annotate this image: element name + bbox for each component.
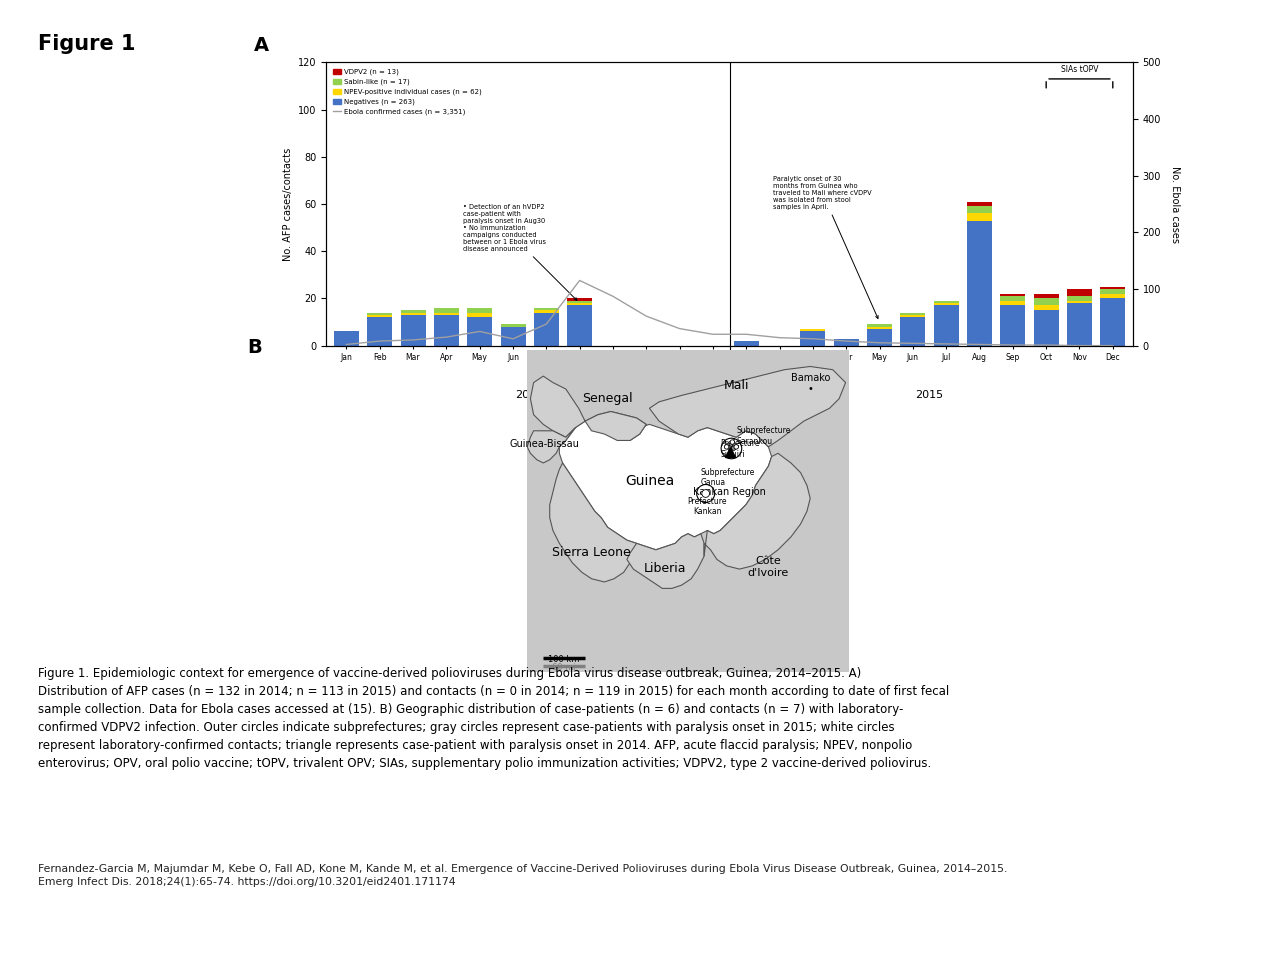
Text: Bamako
•: Bamako • xyxy=(791,372,829,395)
Circle shape xyxy=(701,490,709,497)
Bar xyxy=(1068,303,1092,346)
Polygon shape xyxy=(549,463,636,582)
Bar xyxy=(1034,294,1059,299)
Text: Paralytic onset of 30
months from Guinea who
traveled to Mali where cVDPV
was is: Paralytic onset of 30 months from Guinea… xyxy=(773,176,878,319)
Circle shape xyxy=(733,444,739,449)
Text: Sierra Leone: Sierra Leone xyxy=(552,546,631,560)
Polygon shape xyxy=(530,376,646,441)
Bar xyxy=(1068,289,1092,296)
Text: Senegal: Senegal xyxy=(582,392,632,405)
Bar xyxy=(867,326,892,329)
Text: Mali: Mali xyxy=(723,379,749,392)
Text: Figure 1. Epidemiologic context for emergence of vaccine-derived polioviruses du: Figure 1. Epidemiologic context for emer… xyxy=(38,667,950,770)
Text: Figure 1: Figure 1 xyxy=(38,34,136,54)
Y-axis label: No. AFP cases/contacts: No. AFP cases/contacts xyxy=(283,148,293,260)
Text: 2015: 2015 xyxy=(915,390,943,399)
Bar xyxy=(567,299,593,300)
Polygon shape xyxy=(527,427,576,463)
Bar xyxy=(733,341,759,346)
Bar xyxy=(467,317,493,346)
Bar xyxy=(1101,289,1125,294)
Bar xyxy=(867,324,892,326)
Polygon shape xyxy=(649,367,846,447)
Text: Guinea: Guinea xyxy=(625,474,675,489)
Text: Subprefecture
Ganua: Subprefecture Ganua xyxy=(701,468,755,488)
Bar xyxy=(434,308,458,313)
Bar xyxy=(1034,299,1059,305)
Bar xyxy=(534,313,559,346)
Bar xyxy=(867,329,892,346)
Text: Fernandez-Garcia M, Majumdar M, Kebe O, Fall AD, Kone M, Kande M, et al. Emergen: Fernandez-Garcia M, Majumdar M, Kebe O, … xyxy=(38,864,1007,887)
Text: Prefecture
Siguiri: Prefecture Siguiri xyxy=(721,439,759,459)
Bar xyxy=(401,313,425,315)
Bar xyxy=(1001,296,1025,300)
Text: B: B xyxy=(247,338,262,357)
Bar xyxy=(401,310,425,313)
Bar xyxy=(966,202,992,206)
Bar xyxy=(500,324,526,326)
Bar xyxy=(933,303,959,305)
Bar xyxy=(1001,300,1025,305)
Bar xyxy=(567,300,593,303)
Bar xyxy=(567,303,593,305)
Text: Subprefecture
Sarankou: Subprefecture Sarankou xyxy=(736,426,791,445)
Circle shape xyxy=(730,440,735,444)
Polygon shape xyxy=(627,534,704,588)
Circle shape xyxy=(730,442,733,446)
Bar xyxy=(900,317,925,346)
Bar xyxy=(933,300,959,303)
Bar xyxy=(1101,294,1125,299)
Bar xyxy=(900,313,925,315)
Bar xyxy=(1034,310,1059,346)
Bar xyxy=(334,331,358,346)
Bar xyxy=(534,310,559,313)
Polygon shape xyxy=(704,453,810,569)
Bar xyxy=(966,206,992,213)
Text: Prefecture
Kankan: Prefecture Kankan xyxy=(687,497,727,516)
Circle shape xyxy=(727,445,732,450)
Text: SIAs tOPV: SIAs tOPV xyxy=(1061,65,1098,74)
Circle shape xyxy=(724,444,728,449)
Bar xyxy=(800,329,826,331)
Bar xyxy=(1068,300,1092,303)
Bar xyxy=(1001,294,1025,296)
Text: 100 km: 100 km xyxy=(549,655,580,663)
Bar xyxy=(966,213,992,221)
Bar xyxy=(833,339,859,346)
Bar xyxy=(1101,299,1125,346)
Bar xyxy=(966,221,992,346)
Text: A: A xyxy=(253,36,269,55)
Bar xyxy=(367,317,392,346)
Bar xyxy=(933,305,959,346)
Text: • Detection of an hVDP2
case-patient with
paralysis onset in Aug30
• No immuniza: • Detection of an hVDP2 case-patient wit… xyxy=(463,204,577,300)
Bar xyxy=(1034,305,1059,310)
Polygon shape xyxy=(559,412,772,550)
Circle shape xyxy=(732,443,737,447)
Circle shape xyxy=(731,445,736,450)
Text: 2014: 2014 xyxy=(516,390,544,399)
Text: Côte
d'Ivoire: Côte d'Ivoire xyxy=(748,556,788,578)
Bar xyxy=(534,308,559,310)
Bar xyxy=(500,326,526,346)
Circle shape xyxy=(726,443,731,447)
Bar xyxy=(434,313,458,315)
Bar xyxy=(401,315,425,346)
Y-axis label: No. Ebola cases: No. Ebola cases xyxy=(1170,165,1180,243)
Bar xyxy=(567,305,593,346)
Bar xyxy=(800,331,826,346)
Bar xyxy=(367,313,392,315)
Text: 60 mi: 60 mi xyxy=(552,662,576,672)
Bar xyxy=(1001,305,1025,346)
Bar xyxy=(1101,287,1125,289)
Bar xyxy=(467,313,493,317)
Bar xyxy=(467,308,493,313)
Bar xyxy=(1068,296,1092,300)
Bar xyxy=(434,315,458,346)
Text: Liberia: Liberia xyxy=(644,563,687,575)
Text: Kankan Region: Kankan Region xyxy=(694,487,767,497)
Legend: VDPV2 (n = 13), Sabin-like (n = 17), NPEV-positive individual cases (n = 62), Ne: VDPV2 (n = 13), Sabin-like (n = 17), NPE… xyxy=(330,66,484,118)
Text: Guinea-Bissau: Guinea-Bissau xyxy=(509,439,580,449)
Bar xyxy=(367,315,392,317)
Bar xyxy=(900,315,925,317)
